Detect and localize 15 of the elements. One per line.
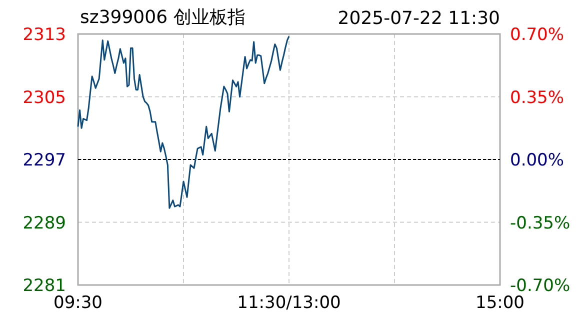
y2-tick-label: 0.35% (510, 88, 564, 108)
chart-title: sz399006 创业板指 (80, 7, 246, 28)
y2-tick-label: 0.00% (510, 150, 564, 170)
y2-tick-label: -0.70% (510, 276, 570, 296)
y-tick-label: 2281 (22, 276, 66, 296)
y-tick-label: 2297 (22, 150, 66, 170)
y2-tick-label: 0.70% (510, 25, 564, 45)
x-tick-label: 11:30/13:00 (237, 293, 341, 313)
y-tick-label: 2289 (22, 213, 66, 234)
y-tick-label: 2305 (22, 88, 66, 108)
x-tick-label: 15:00 (476, 293, 524, 313)
x-tick-label: 09:30 (54, 293, 102, 313)
y2-tick-label: -0.35% (510, 213, 570, 234)
y-tick-label: 2313 (22, 25, 66, 45)
chart-subtitle: 2025-07-22 11:30 (338, 8, 500, 29)
